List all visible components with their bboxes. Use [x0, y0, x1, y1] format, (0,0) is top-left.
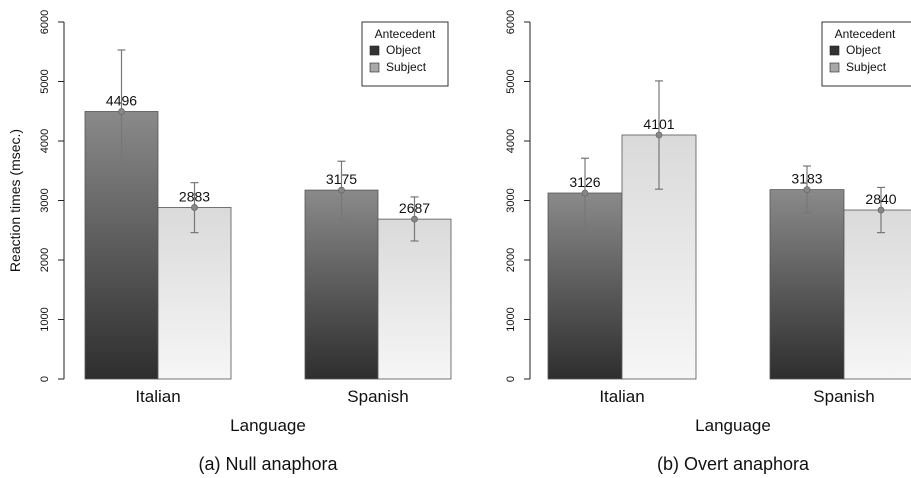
x-tick-label: Spanish [813, 387, 874, 406]
y-axis-title: Reaction times (msec.) [7, 129, 23, 272]
legend-label-object: Object [846, 43, 881, 57]
legend-swatch-object [829, 45, 840, 56]
x-tick-label: Italian [135, 387, 180, 406]
legend: Antecedent Object Subject [821, 21, 911, 87]
mean-point [581, 189, 589, 197]
mean-point [338, 186, 345, 194]
y-tick-label: 0 [505, 376, 517, 382]
data-label: 2687 [399, 200, 430, 216]
y-tick-label: 4000 [505, 129, 517, 153]
legend-swatch-object [369, 45, 380, 56]
y-tick-label: 6000 [39, 10, 51, 34]
bar-object-spanish [769, 189, 845, 380]
y-tick-label: 2000 [505, 248, 517, 272]
legend-swatch-subject [829, 62, 840, 73]
y-tick-label: 5000 [39, 69, 51, 93]
chart-panel-1: 0 1000 2000 3000 4000 5000 6000 Reaction times … [7, 10, 452, 474]
mean-point [655, 131, 663, 139]
data-label: 2883 [179, 188, 210, 204]
y-tick-label: 2000 [39, 248, 51, 272]
chart-panel-2: 0 1000 2000 3000 4000 5000 6000 3126 4101 Italian… [505, 10, 911, 474]
legend-label-subject: Subject [846, 60, 887, 74]
data-label: 4101 [643, 116, 674, 132]
legend-label-subject: Subject [386, 60, 427, 74]
mean-point [803, 186, 811, 194]
y-tick-label: 1000 [505, 307, 517, 331]
data-label: 3175 [326, 171, 357, 187]
legend-swatch-subject [369, 62, 380, 73]
y-tick-label: 4000 [39, 129, 51, 153]
y-tick-label: 6000 [505, 10, 517, 34]
bar-subject-italian [157, 207, 232, 380]
data-label: 4496 [106, 92, 137, 108]
bar-object-spanish [304, 189, 379, 380]
x-tick-label: Italian [599, 387, 644, 406]
x-axis-title: Language [230, 416, 306, 435]
legend-title: Antecedent [375, 27, 436, 41]
y-tick-label: 3000 [39, 188, 51, 212]
legend: Antecedent Object Subject [361, 21, 449, 87]
mean-point [118, 108, 125, 115]
mean-point [411, 215, 418, 223]
y-tick-label: 3000 [505, 188, 517, 212]
mean-point [877, 206, 885, 214]
figure-caption: (b) Overt anaphora [657, 454, 810, 474]
figure-caption: (a) Null anaphora [198, 454, 338, 474]
x-axis-title: Language [695, 416, 771, 435]
data-label: 3126 [569, 174, 600, 190]
bar-subject-spanish [377, 218, 452, 380]
legend-label-object: Object [386, 43, 421, 57]
legend-title: Antecedent [835, 27, 896, 41]
data-label: 2840 [865, 191, 896, 207]
y-axis: 0 1000 2000 3000 4000 5000 6000 [505, 10, 531, 382]
y-axis: 0 1000 2000 3000 4000 5000 6000 [39, 10, 65, 382]
mean-point [191, 204, 198, 211]
x-tick-label: Spanish [347, 387, 408, 406]
bar-subject-spanish [843, 209, 911, 380]
data-label: 3183 [791, 171, 822, 187]
y-tick-label: 5000 [505, 69, 517, 93]
y-tick-label: 0 [39, 376, 51, 382]
y-tick-label: 1000 [39, 307, 51, 331]
